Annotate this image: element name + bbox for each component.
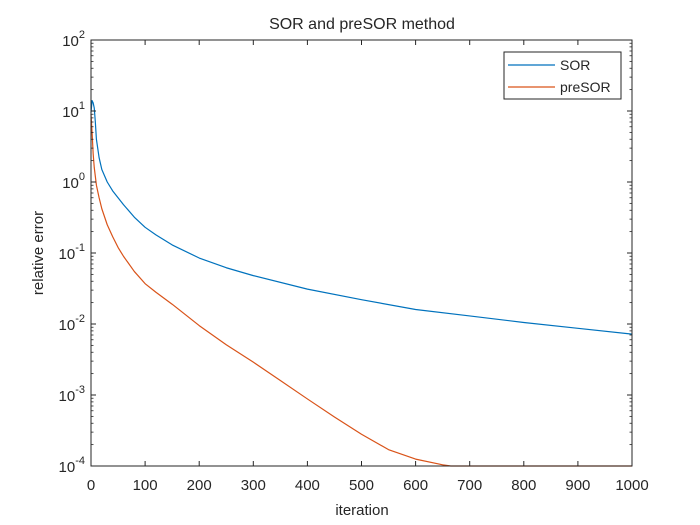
x-tick-label: 100 bbox=[133, 477, 158, 494]
x-tick-label: 1000 bbox=[615, 477, 648, 494]
y-axis-ticks: 102 101 100 10-1 10-2 10-3 10-4 bbox=[59, 29, 632, 476]
y-tick-label: 10-2 bbox=[59, 313, 85, 334]
legend-label-sor: SOR bbox=[560, 57, 590, 73]
x-tick-label: 300 bbox=[241, 477, 266, 494]
x-tick-label: 200 bbox=[187, 477, 212, 494]
legend: SOR preSOR bbox=[503, 51, 622, 100]
x-tick-label: 500 bbox=[349, 477, 374, 494]
x-axis-ticks: 0 100 200 300 400 500 600 700 800 900 1000 bbox=[87, 40, 649, 494]
y-tick-label: 10-3 bbox=[59, 384, 85, 405]
y-tick-label: 101 bbox=[62, 100, 85, 121]
x-tick-label: 800 bbox=[511, 477, 536, 494]
x-axis-label: iteration bbox=[335, 502, 388, 519]
x-tick-label: 0 bbox=[87, 477, 95, 494]
legend-box bbox=[503, 51, 622, 100]
legend-label-presor: preSOR bbox=[560, 79, 611, 95]
series-layer bbox=[90, 100, 633, 467]
y-tick-label: 10-1 bbox=[59, 242, 85, 263]
chart-title: SOR and preSOR method bbox=[269, 16, 455, 33]
x-tick-label: 400 bbox=[295, 477, 320, 494]
y-tick-label: 102 bbox=[62, 29, 85, 50]
y-tick-label: 100 bbox=[62, 171, 85, 192]
plot-area bbox=[91, 40, 632, 466]
y-axis-label: relative error bbox=[30, 211, 47, 295]
x-tick-label: 900 bbox=[565, 477, 590, 494]
x-tick-label: 600 bbox=[403, 477, 428, 494]
x-tick-label: 700 bbox=[457, 477, 482, 494]
series-line-sor bbox=[90, 100, 633, 335]
series-line-presor bbox=[90, 114, 632, 467]
y-tick-label: 10-4 bbox=[59, 455, 85, 476]
